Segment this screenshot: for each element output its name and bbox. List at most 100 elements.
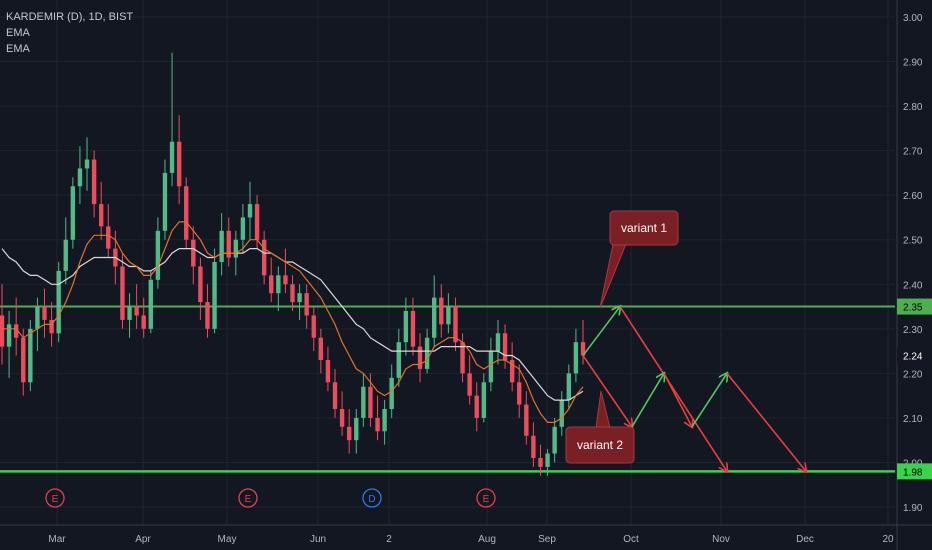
candle-body bbox=[361, 386, 366, 418]
candle-body bbox=[290, 284, 295, 303]
projection-arrow-up bbox=[582, 307, 620, 357]
candle-body bbox=[573, 342, 579, 374]
candle-body bbox=[198, 266, 203, 303]
y-tick-label: 1.90 bbox=[903, 503, 923, 514]
callout-variant-2-label: variant 2 bbox=[577, 438, 623, 452]
y-tick-label: 2.40 bbox=[903, 280, 923, 291]
candle-body bbox=[495, 333, 501, 352]
candle-body bbox=[417, 346, 423, 369]
candle-body bbox=[580, 342, 586, 356]
y-tick-label: 2.30 bbox=[903, 325, 923, 336]
price-axis[interactable]: 1.902.002.102.202.302.402.502.602.702.80… bbox=[896, 0, 932, 550]
ema-fast-line bbox=[2, 221, 584, 423]
candle-body bbox=[283, 275, 288, 285]
candle-body bbox=[474, 395, 479, 418]
y-tick-label: 2.10 bbox=[903, 414, 923, 425]
candle-body bbox=[77, 168, 83, 187]
candle-body bbox=[396, 342, 401, 378]
event-marker-e bbox=[238, 488, 258, 508]
candle-body bbox=[297, 293, 302, 303]
candle-body bbox=[304, 293, 309, 316]
candle-body bbox=[269, 275, 274, 294]
chart-legend: KARDEMIR (D), 1D, BIST EMA EMA bbox=[6, 9, 133, 57]
candle-body bbox=[467, 373, 472, 396]
projection-arrow-down bbox=[582, 355, 632, 427]
candle-body bbox=[538, 458, 543, 467]
candle-body bbox=[552, 426, 557, 454]
event-marker-label: D bbox=[368, 494, 375, 505]
price-label: 1.98 bbox=[903, 467, 923, 478]
candle-body bbox=[517, 382, 522, 405]
candle-body bbox=[254, 204, 260, 240]
candles bbox=[0, 52, 586, 476]
candle-body bbox=[176, 141, 182, 187]
price-label-box bbox=[897, 347, 932, 364]
projection-arrow-up bbox=[691, 373, 727, 428]
ema-slow-line bbox=[1, 248, 584, 401]
event-marker-label: E bbox=[245, 494, 252, 505]
candle-body bbox=[13, 324, 19, 338]
candle-body bbox=[531, 435, 536, 458]
candle-body bbox=[63, 239, 68, 271]
candle-body bbox=[446, 306, 451, 325]
x-tick-label: Apr bbox=[135, 534, 151, 545]
callout-variant-1-label: variant 1 bbox=[621, 221, 667, 235]
callouts: variant 1 variant 2 bbox=[565, 210, 679, 464]
candle-body bbox=[155, 230, 161, 280]
y-tick-label: 2.20 bbox=[903, 369, 923, 380]
candle-body bbox=[382, 409, 387, 432]
candle-body bbox=[339, 409, 345, 427]
candle-body bbox=[311, 315, 316, 338]
candle-body bbox=[134, 306, 139, 316]
event-marker-label: E bbox=[52, 494, 59, 505]
candle-body bbox=[502, 333, 508, 360]
y-tick-label: 2.80 bbox=[903, 102, 923, 113]
candle-body bbox=[432, 297, 437, 338]
candle-body bbox=[42, 306, 47, 320]
candle-body bbox=[127, 306, 132, 320]
candle-body bbox=[106, 226, 111, 249]
candle-body bbox=[346, 426, 352, 441]
candle-body bbox=[21, 337, 26, 383]
candle-body bbox=[439, 297, 444, 325]
candle-body bbox=[261, 239, 267, 276]
event-marker-label: E bbox=[483, 494, 490, 505]
x-tick-label: 2 bbox=[386, 534, 392, 545]
projection-arrow-down bbox=[619, 306, 727, 472]
candle-body bbox=[332, 382, 338, 409]
x-tick-label: Aug bbox=[478, 534, 496, 545]
x-tick-label: Jun bbox=[310, 534, 326, 545]
price-label: 2.24 bbox=[903, 352, 923, 363]
y-tick-label: 2.50 bbox=[903, 236, 923, 247]
candle-body bbox=[148, 279, 153, 329]
callout-variant-1: variant 1 bbox=[599, 210, 679, 309]
candle-body bbox=[389, 377, 394, 409]
event-marker-d bbox=[362, 488, 382, 508]
candle-body bbox=[240, 217, 246, 240]
candle-body bbox=[453, 306, 458, 343]
symbol-title[interactable]: KARDEMIR (D), 1D, BIST bbox=[6, 11, 134, 23]
candle-body bbox=[219, 230, 224, 262]
candle-body bbox=[205, 302, 210, 329]
candle-body bbox=[524, 404, 529, 436]
candle-body bbox=[368, 386, 373, 418]
price-label-box bbox=[897, 463, 932, 480]
candle-body bbox=[162, 172, 168, 231]
projection-arrow-up bbox=[631, 373, 664, 428]
candle-body bbox=[141, 315, 146, 329]
candle-body bbox=[212, 262, 217, 329]
candle-body bbox=[91, 159, 97, 205]
candle-body bbox=[49, 319, 54, 334]
candle-body bbox=[488, 351, 494, 383]
candle-body bbox=[191, 239, 196, 267]
ema-legend-1[interactable]: EMA bbox=[6, 27, 30, 39]
ema-legend-2[interactable]: EMA bbox=[6, 43, 30, 55]
x-tick-label: Sep bbox=[538, 534, 556, 545]
candle-body bbox=[247, 204, 253, 218]
x-tick-label: Mar bbox=[48, 534, 66, 545]
time-axis[interactable]: Mar Apr May Jun 2 Aug Sep Oct Nov Dec 20 bbox=[0, 524, 932, 545]
x-tick-label: Oct bbox=[623, 534, 639, 545]
